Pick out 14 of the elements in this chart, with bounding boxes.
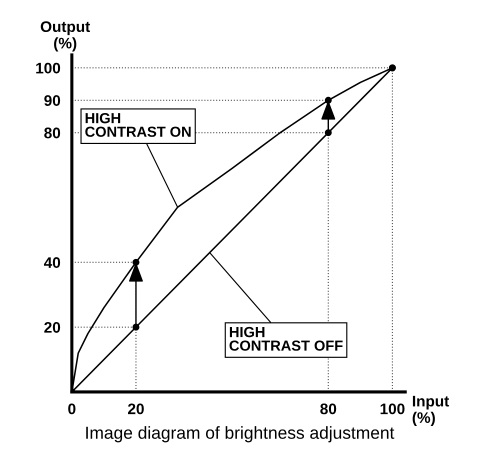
- text: Image diagram of brightness adjustment: [86, 426, 394, 442]
- y-tick-label: 20: [44, 322, 60, 333]
- annotation: HIGH CONTRAST ON: [85, 112, 191, 137]
- x-tick-label: 20: [128, 403, 144, 414]
- x-axis-title: Input (%): [412, 396, 450, 426]
- y-tick-label: 80: [44, 128, 60, 138]
- y-tick-label: 90: [44, 95, 60, 106]
- x-tick-label: 80: [320, 403, 336, 414]
- y-tick-label: 100: [36, 62, 60, 74]
- x-tick-label: 0: [68, 403, 76, 414]
- annotation: HIGH CONTRAST OFF: [230, 326, 343, 351]
- x-tick-label: 100: [380, 403, 405, 414]
- y-axis-title: Output (%): [40, 21, 90, 52]
- y-tick-label: 40: [44, 257, 60, 268]
